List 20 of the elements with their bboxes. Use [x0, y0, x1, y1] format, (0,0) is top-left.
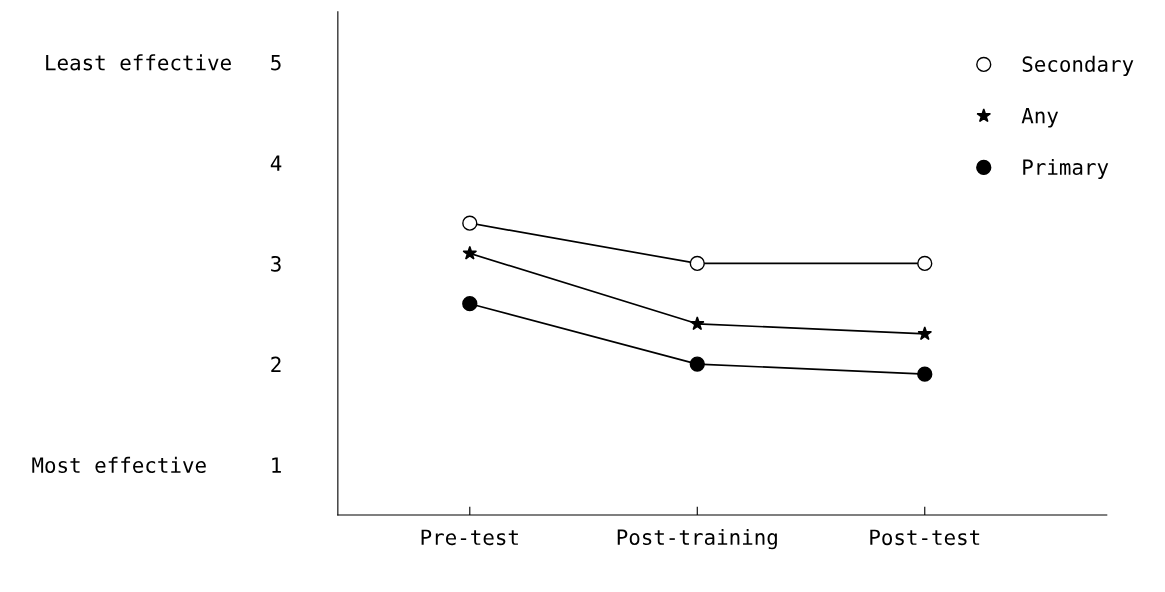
y-tick-label: Most effective 1 — [32, 456, 281, 473]
point — [917, 326, 933, 341]
point — [917, 255, 933, 272]
legend-label: Primary — [1023, 158, 1109, 180]
point — [462, 296, 478, 312]
x-tick-label: Post-training — [617, 528, 777, 550]
x-tick-label: Pre-test — [421, 529, 518, 546]
legend-label: Any — [1021, 108, 1059, 128]
y-tick-label: 2 — [271, 356, 281, 373]
y-tick-label: 3 — [271, 255, 281, 272]
x-tick-label: Post-test — [870, 529, 980, 546]
point — [689, 255, 705, 272]
point — [462, 245, 478, 260]
y-tick-label: 4 — [270, 155, 282, 171]
point — [917, 366, 933, 382]
point — [689, 356, 705, 372]
legend-label: Secondary — [1022, 55, 1134, 77]
point — [689, 316, 705, 331]
point — [462, 215, 478, 231]
y-tick-label: Least effective 5 — [46, 54, 281, 71]
